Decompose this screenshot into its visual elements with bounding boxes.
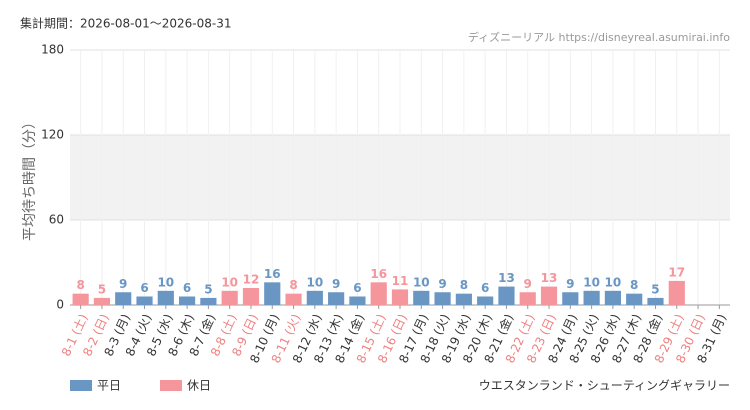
data-label: 6 — [353, 281, 361, 295]
data-label: 5 — [651, 282, 659, 296]
data-label: 9 — [332, 277, 340, 291]
bar — [647, 297, 664, 305]
data-label: 8 — [289, 278, 297, 292]
bar — [264, 282, 281, 305]
bar — [179, 296, 196, 305]
bar — [285, 293, 302, 305]
data-label: 8 — [460, 278, 468, 292]
bar — [242, 288, 260, 305]
bar — [93, 297, 111, 305]
bar — [540, 286, 558, 305]
chart-title: 集計期間：2026-08-01～2026-08-31 — [20, 16, 231, 31]
bar — [136, 296, 153, 305]
bar — [370, 282, 387, 305]
bar — [413, 290, 430, 305]
data-label: 12 — [243, 273, 260, 287]
data-label: 6 — [140, 281, 148, 295]
bar — [391, 289, 409, 305]
bar — [72, 293, 89, 305]
footer: ウエスタンランド・シューティングギャラリー — [479, 379, 730, 393]
bar — [668, 280, 685, 305]
data-label: 5 — [204, 282, 212, 296]
bar — [455, 293, 472, 305]
data-label: 6 — [481, 281, 489, 295]
legend-label: 平日 — [97, 379, 121, 393]
bar — [604, 290, 621, 305]
data-label: 10 — [413, 275, 430, 289]
bar — [157, 290, 174, 305]
legend-label: 休日 — [187, 379, 211, 393]
data-label: 17 — [668, 265, 685, 279]
data-label: 9 — [119, 277, 127, 291]
bar — [200, 297, 217, 305]
data-label: 11 — [392, 274, 409, 288]
bar — [434, 292, 451, 305]
data-label: 6 — [183, 281, 191, 295]
bar — [221, 290, 238, 305]
data-label: 10 — [583, 275, 600, 289]
y-tick-label: 60 — [49, 213, 64, 227]
data-label: 10 — [605, 275, 622, 289]
bar — [306, 290, 323, 305]
legend-swatch — [160, 380, 182, 391]
bar — [583, 290, 600, 305]
bar — [626, 293, 643, 305]
y-tick-label: 120 — [41, 128, 64, 142]
bar — [115, 292, 132, 305]
data-label: 9 — [438, 277, 446, 291]
data-label: 13 — [498, 271, 515, 285]
y-tick-label: 0 — [56, 298, 64, 312]
bar — [562, 292, 579, 305]
data-label: 13 — [541, 271, 558, 285]
data-label: 8 — [630, 278, 638, 292]
data-label: 9 — [566, 277, 574, 291]
data-label: 5 — [98, 282, 106, 296]
data-label: 9 — [524, 277, 532, 291]
source: ディズニーリアル https://disneyreal.asumirai.inf… — [468, 30, 730, 44]
bar — [349, 296, 366, 305]
data-label: 16 — [370, 267, 387, 281]
y-axis-label: 平均待ち時間（分） — [22, 115, 38, 241]
data-label: 8 — [76, 278, 84, 292]
data-label: 10 — [306, 275, 323, 289]
bar — [477, 296, 494, 305]
data-label: 16 — [264, 267, 281, 281]
bar — [519, 292, 536, 305]
data-label: 10 — [157, 275, 174, 289]
bar — [328, 292, 345, 305]
bar — [498, 286, 515, 305]
legend-swatch — [70, 380, 92, 391]
data-label: 10 — [221, 275, 238, 289]
y-tick-label: 180 — [41, 43, 64, 57]
